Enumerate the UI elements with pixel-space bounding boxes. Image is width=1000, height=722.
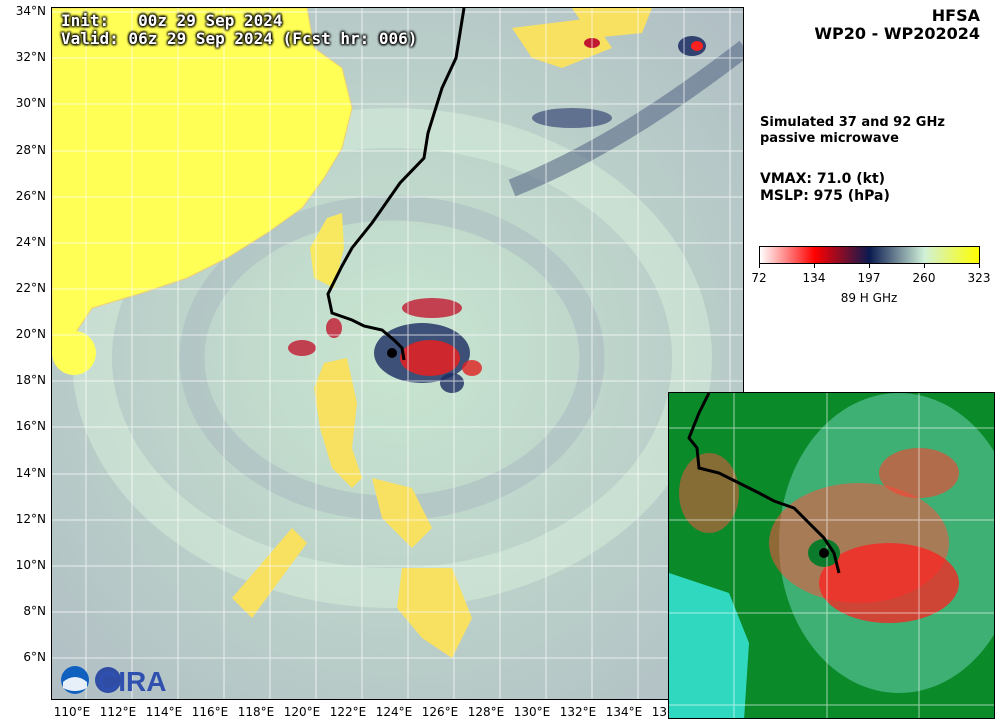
- map-canvas: [52, 8, 743, 699]
- lat-label: 26°N: [15, 189, 46, 203]
- forecast-track-line: [326, 8, 466, 361]
- hainan-island: [52, 331, 96, 375]
- colorbar: [759, 246, 980, 264]
- colorbar-tick-label: 323: [967, 271, 991, 285]
- lon-label: 110°E: [53, 705, 91, 719]
- lat-label: 34°N: [15, 4, 46, 18]
- init-time-label: Init: 00z 29 Sep 2024: [61, 11, 283, 30]
- lat-label: 24°N: [15, 235, 46, 249]
- model-title: HFSA: [931, 6, 980, 25]
- lat-label: 20°N: [15, 327, 46, 341]
- lat-label: 30°N: [15, 96, 46, 110]
- storm-center-marker: [387, 348, 397, 358]
- inset-track-line: [687, 393, 841, 574]
- luzon-island: [314, 358, 362, 488]
- lon-label: 118°E: [237, 705, 275, 719]
- colorbar-tick: [924, 264, 925, 268]
- mindanao-island: [397, 568, 472, 658]
- product-line-2: passive microwave: [760, 131, 899, 146]
- lat-label: 32°N: [15, 50, 46, 64]
- colorbar-tick: [869, 264, 870, 268]
- map-graticule: [52, 8, 743, 699]
- lon-label: 122°E: [329, 705, 367, 719]
- colorbar-tick-label: 134: [802, 271, 826, 285]
- lon-label: 134°E: [605, 705, 643, 719]
- lon-label: 116°E: [191, 705, 229, 719]
- lat-label: 18°N: [15, 373, 46, 387]
- storm-title: WP20 - WP202024: [814, 24, 980, 43]
- lat-label: 12°N: [15, 512, 46, 526]
- lon-label: 128°E: [467, 705, 505, 719]
- vmax-value: VMAX: 71.0 (kt): [760, 171, 886, 187]
- colorbar-tick: [759, 264, 760, 268]
- main-map: [51, 7, 744, 700]
- lat-label: 16°N: [15, 419, 46, 433]
- colorbar-tick-label: 260: [912, 271, 936, 285]
- cira-logo-text: CIRA: [98, 666, 166, 697]
- lon-label: 126°E: [421, 705, 459, 719]
- colorbar-tick-label: 197: [857, 271, 881, 285]
- colorbar-tick: [979, 264, 980, 268]
- inset-land: [669, 573, 749, 718]
- product-line-1: Simulated 37 and 92 GHz: [760, 115, 945, 130]
- lat-label: 10°N: [15, 558, 46, 572]
- lat-label: 6°N: [23, 650, 46, 664]
- cira-logo: CIRA: [60, 664, 170, 702]
- inset-storm-center: [819, 548, 829, 558]
- lon-label: 124°E: [375, 705, 413, 719]
- valid-time-label: Valid: 06z 29 Sep 2024 (Fcst hr: 006): [61, 29, 418, 48]
- lon-label: 120°E: [283, 705, 321, 719]
- colorbar-title: 89 H GHz: [840, 291, 898, 305]
- lat-label: 14°N: [15, 466, 46, 480]
- lat-label: 28°N: [15, 143, 46, 157]
- lon-label: 112°E: [99, 705, 137, 719]
- lon-label: 132°E: [559, 705, 597, 719]
- colorbar-tick-label: 72: [751, 271, 767, 285]
- lon-label: 130°E: [513, 705, 551, 719]
- colorbar-tick: [814, 264, 815, 268]
- lat-label: 8°N: [23, 604, 46, 618]
- inset-zoom-map: [668, 392, 995, 719]
- lon-label: 114°E: [145, 705, 183, 719]
- mslp-value: MSLP: 975 (hPa): [760, 188, 890, 204]
- inset-canvas: [669, 393, 994, 718]
- product-description: Simulated 37 and 92 GHz passive microwav…: [760, 115, 945, 147]
- intensity-info: VMAX: 71.0 (kt) MSLP: 975 (hPa): [760, 171, 890, 205]
- taiwan-island: [310, 213, 344, 288]
- lat-label: 22°N: [15, 281, 46, 295]
